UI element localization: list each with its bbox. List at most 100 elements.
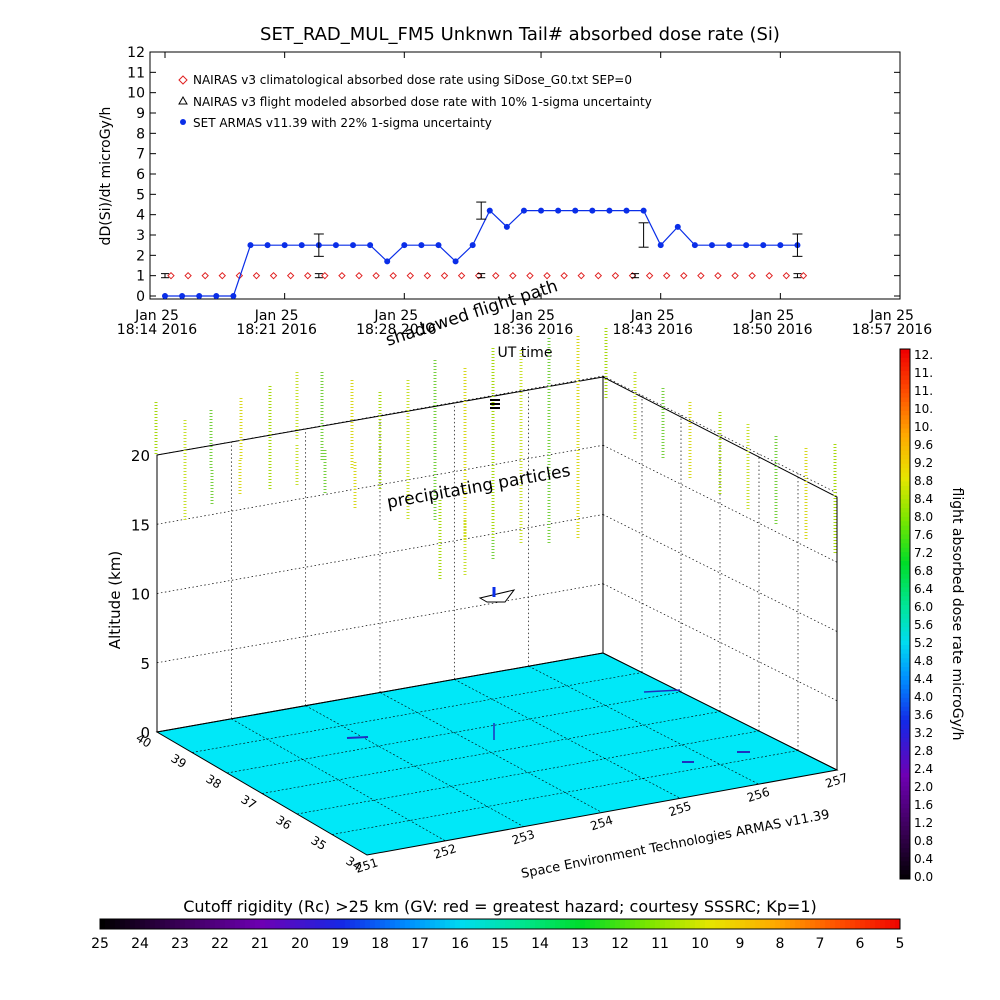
triangle-marker-icon bbox=[178, 95, 188, 105]
rigidity-colorbar-cell bbox=[820, 919, 826, 929]
x-tick-label: 18:36 2016 bbox=[493, 322, 574, 338]
diamond-point bbox=[509, 271, 517, 280]
colorbar-cell bbox=[900, 450, 910, 456]
rigidity-colorbar-cell bbox=[850, 919, 856, 929]
colorbar-cell bbox=[900, 644, 910, 650]
colorbar-cell bbox=[900, 388, 910, 394]
rigidity-tick-label: 14 bbox=[531, 936, 549, 952]
rigidity-colorbar-cell bbox=[840, 919, 846, 929]
diamond-point bbox=[218, 271, 226, 280]
rigidity-colorbar-cell bbox=[765, 919, 771, 929]
colorbar-cell bbox=[900, 728, 910, 734]
rigidity-colorbar-cell bbox=[775, 919, 781, 929]
colorbar-cell bbox=[900, 631, 910, 637]
colorbar-tick-label: 3.6 bbox=[914, 708, 933, 722]
rigidity-colorbar-cell bbox=[360, 919, 366, 929]
rigidity-colorbar-cell bbox=[560, 919, 566, 929]
colorbar-cell bbox=[900, 556, 910, 562]
rigidity-colorbar-cell bbox=[715, 919, 721, 929]
x-tick-label: 18:50 2016 bbox=[732, 322, 813, 338]
diamond-point bbox=[201, 271, 209, 280]
longitude-tick-label: 254 bbox=[589, 813, 615, 833]
rigidity-tick-label: 24 bbox=[131, 936, 149, 952]
armas-point bbox=[452, 258, 459, 265]
rigidity-colorbar-cell bbox=[435, 919, 441, 929]
rigidity-colorbar-cell bbox=[525, 919, 531, 929]
diamond-point bbox=[714, 271, 722, 280]
x-tick-label: Jan 25 bbox=[134, 308, 179, 324]
rigidity-colorbar-cell bbox=[215, 919, 221, 929]
diamond-point bbox=[799, 271, 808, 280]
colorbar-cell bbox=[900, 874, 910, 880]
colorbar-cell bbox=[900, 618, 910, 624]
colorbar-cell bbox=[900, 477, 910, 482]
colorbar-cell bbox=[900, 468, 910, 474]
y-tick-label: 4 bbox=[136, 208, 145, 224]
rigidity-colorbar-cell bbox=[645, 919, 651, 929]
colorbar-tick-label: 1.6 bbox=[914, 798, 933, 812]
armas-point bbox=[179, 293, 186, 299]
rigidity-colorbar-cell bbox=[790, 919, 796, 929]
colorbar-cell bbox=[900, 675, 910, 681]
rigidity-colorbar-cell bbox=[490, 919, 496, 929]
altitude-tick-label: 5 bbox=[140, 655, 150, 673]
rigidity-colorbar-cell bbox=[235, 919, 241, 929]
x-tick-label: Jan 25 bbox=[630, 308, 675, 324]
colorbar-cell bbox=[900, 569, 910, 575]
colorbar-cell bbox=[900, 742, 910, 747]
rigidity-colorbar-cell bbox=[720, 919, 726, 929]
longitude-tick-label: 252 bbox=[432, 841, 458, 861]
rigidity-colorbar-cell bbox=[270, 919, 276, 929]
wall-grid bbox=[156, 375, 838, 751]
longitude-tick-label: 257 bbox=[824, 770, 850, 790]
rigidity-colorbar-cell bbox=[460, 919, 466, 929]
rigidity-colorbar-cell bbox=[430, 919, 436, 929]
colorbar-cell bbox=[900, 640, 910, 646]
rigidity-colorbar-cell bbox=[330, 919, 336, 929]
colorbar-cell bbox=[900, 357, 910, 363]
series-marks bbox=[161, 201, 808, 299]
diamond-point bbox=[184, 271, 192, 280]
rigidity-colorbar-cell bbox=[110, 919, 116, 929]
rigidity-colorbar-cell bbox=[350, 919, 356, 929]
armas-line bbox=[165, 209, 798, 297]
diamond-point bbox=[457, 271, 466, 280]
dose-rate-colorbar-gradient bbox=[900, 349, 910, 880]
colorbar-cell bbox=[900, 459, 910, 465]
rigidity-colorbar-cell bbox=[425, 919, 431, 929]
rigidity-colorbar-cell bbox=[630, 919, 636, 929]
wall-grid-line bbox=[156, 444, 604, 525]
armas-point bbox=[777, 242, 784, 249]
colorbar-cell bbox=[900, 547, 910, 553]
x-tick-label: Jan 25 bbox=[749, 308, 794, 324]
colorbar-cell bbox=[900, 733, 910, 739]
rigidity-colorbar-cell bbox=[510, 919, 516, 929]
rigidity-colorbar-cell bbox=[605, 919, 611, 929]
colorbar-cell bbox=[900, 415, 910, 421]
diamond-point bbox=[765, 271, 773, 280]
rigidity-colorbar-cell bbox=[395, 919, 401, 929]
armas-point bbox=[162, 293, 168, 299]
rigidity-colorbar-cell bbox=[385, 919, 391, 929]
rigidity-colorbar-cell bbox=[210, 919, 216, 929]
rigidity-colorbar-cell bbox=[135, 919, 141, 929]
colorbar-cell bbox=[900, 856, 910, 862]
wall-grid-line bbox=[602, 514, 838, 632]
armas-point bbox=[520, 207, 527, 214]
latitude-tick-label: 37 bbox=[238, 792, 258, 812]
altitude-tick-label: 0 bbox=[140, 724, 150, 742]
rigidity-tick-label: 15 bbox=[491, 936, 509, 952]
colorbar-cell bbox=[900, 786, 910, 792]
diamond-point bbox=[731, 271, 739, 280]
x-tick-label: 18:57 2016 bbox=[852, 322, 933, 338]
ground-grid-line bbox=[226, 691, 682, 774]
colorbar-cell bbox=[900, 379, 910, 385]
colorbar-cell bbox=[900, 521, 910, 527]
altitude-tick-label: 20 bbox=[131, 447, 150, 465]
colorbar-cell bbox=[900, 362, 910, 368]
colorbar-tick-label: 5.2 bbox=[914, 636, 933, 650]
ground-grid-line bbox=[305, 705, 524, 827]
rigidity-tick-label: 21 bbox=[251, 936, 269, 952]
